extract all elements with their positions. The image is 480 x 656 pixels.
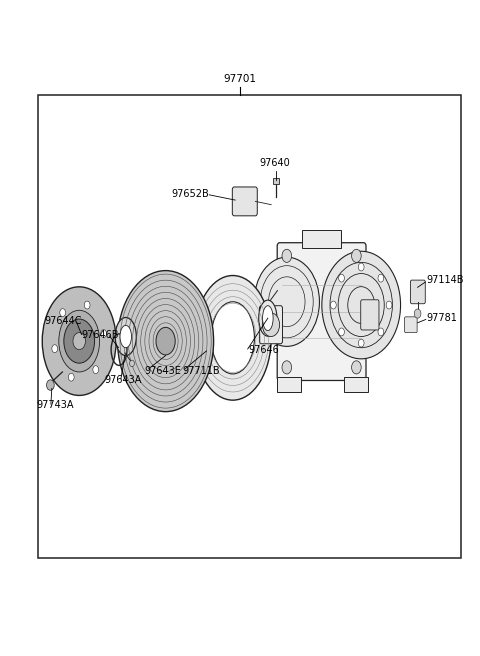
Text: 97640: 97640 [259, 158, 290, 168]
Text: 97743A: 97743A [36, 400, 73, 411]
Circle shape [101, 329, 107, 337]
FancyBboxPatch shape [361, 300, 379, 330]
Text: 97643E: 97643E [144, 365, 181, 376]
Circle shape [73, 333, 85, 350]
Text: 97114B: 97114B [426, 275, 464, 285]
Bar [345, 377, 369, 392]
Circle shape [130, 360, 134, 367]
Bar [38, 95, 461, 558]
Circle shape [358, 339, 364, 347]
Circle shape [378, 274, 384, 282]
FancyBboxPatch shape [232, 187, 257, 216]
Ellipse shape [59, 310, 100, 372]
Text: 97781: 97781 [426, 313, 457, 323]
Circle shape [330, 301, 336, 309]
Text: 97646B: 97646B [82, 329, 119, 340]
Circle shape [84, 301, 90, 309]
Circle shape [282, 361, 292, 374]
Ellipse shape [120, 325, 132, 348]
Ellipse shape [64, 319, 95, 363]
Circle shape [414, 309, 421, 318]
Circle shape [358, 263, 364, 271]
Ellipse shape [263, 306, 273, 331]
Circle shape [386, 301, 392, 309]
Text: 97652B: 97652B [171, 188, 209, 199]
Text: 97701: 97701 [224, 74, 256, 84]
Ellipse shape [118, 270, 214, 412]
Circle shape [254, 257, 320, 346]
Ellipse shape [194, 276, 271, 400]
Text: 97711B: 97711B [182, 365, 220, 376]
Circle shape [60, 309, 66, 317]
Circle shape [351, 361, 361, 374]
FancyBboxPatch shape [277, 243, 366, 380]
Text: 97644C: 97644C [44, 316, 82, 327]
Circle shape [52, 345, 58, 353]
Bar [273, 178, 279, 184]
Circle shape [338, 328, 344, 336]
Bar [277, 377, 301, 392]
Ellipse shape [211, 302, 254, 374]
Ellipse shape [115, 318, 136, 356]
Circle shape [322, 251, 401, 359]
Ellipse shape [259, 300, 277, 336]
FancyBboxPatch shape [259, 306, 282, 344]
Circle shape [378, 328, 384, 336]
Circle shape [351, 249, 361, 262]
Circle shape [338, 274, 344, 282]
Ellipse shape [42, 287, 116, 396]
Text: 97646: 97646 [248, 344, 279, 355]
FancyBboxPatch shape [410, 280, 425, 304]
Circle shape [93, 365, 98, 373]
Circle shape [68, 373, 74, 381]
Circle shape [47, 380, 54, 390]
Circle shape [282, 249, 292, 262]
Text: 97643A: 97643A [105, 375, 142, 386]
FancyBboxPatch shape [405, 317, 417, 333]
Bar [302, 230, 341, 248]
Circle shape [262, 313, 279, 337]
Ellipse shape [156, 327, 175, 355]
